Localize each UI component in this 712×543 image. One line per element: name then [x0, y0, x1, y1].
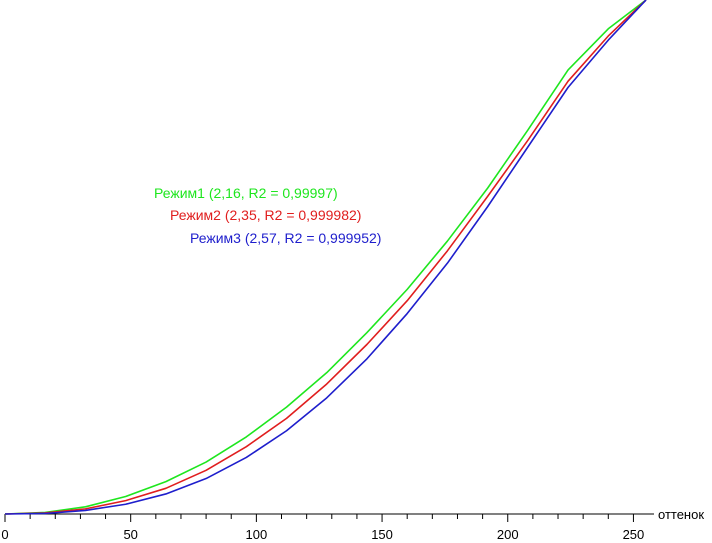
series-line-2 [4, 0, 647, 515]
series-line-1 [4, 0, 647, 515]
x-tick-label: 0 [1, 527, 8, 542]
x-tick-label: 150 [371, 527, 393, 542]
axes-layer: оттенок [5, 507, 704, 522]
ticks-layer: 0 50 100 150 200 250 [1, 514, 644, 542]
x-axis-title: оттенок [658, 507, 704, 522]
legend-entry-series-2: Режим2 (2,35, R2 = 0,999982) [170, 207, 361, 223]
x-tick-label: 200 [497, 527, 519, 542]
x-tick-label: 100 [246, 527, 268, 542]
legend-layer: Режим1 (2,16, R2 = 0,99997) Режим2 (2,35… [154, 185, 381, 246]
legend-entry-series-3: Режим3 (2,57, R2 = 0,999952) [190, 230, 381, 246]
x-tick-label: 250 [623, 527, 645, 542]
legend-entry-series-1: Режим1 (2,16, R2 = 0,99997) [154, 185, 338, 201]
series-line-3 [4, 0, 647, 515]
x-tick-label: 50 [123, 527, 137, 542]
series-layer [4, 0, 647, 515]
